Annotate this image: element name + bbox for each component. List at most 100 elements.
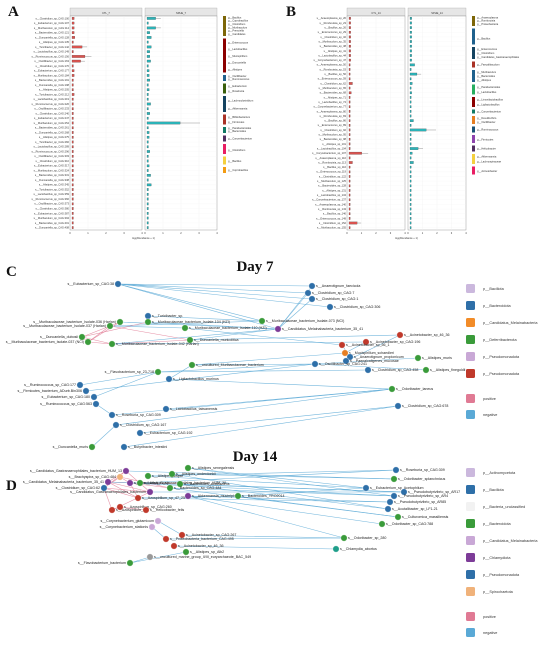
ctl-box — [348, 147, 351, 150]
negative-edge — [147, 321, 279, 330]
node-label: s__Acutalibacter_sp_LF1-21 — [392, 507, 438, 511]
negative-edge — [139, 469, 397, 484]
legend-label: g__Muribaculum — [477, 70, 496, 74]
row-label: s__Bacteroides_sp_CAG:401 — [35, 221, 70, 225]
node-label: s__Muribaculaceae_bacterium_Isolate-042 … — [116, 342, 199, 346]
panel-letter-d: D — [6, 478, 17, 494]
row-label: s__Lactobacillus_sp_CAG:289 — [34, 145, 70, 149]
node-label: s__Culturomica_massiliensis — [402, 515, 449, 519]
negative-edge — [157, 363, 316, 373]
legend-label: g__Enterococcus — [228, 40, 249, 44]
node-label: s__Candidatus_Melainabacteria_bacterium_… — [282, 327, 363, 331]
ctl-box — [348, 58, 351, 62]
node-label: s__Odoribacter_splanchnicus — [398, 477, 446, 481]
sphe-box — [146, 36, 152, 39]
negative-edge — [123, 405, 399, 448]
sphe-box — [146, 154, 149, 158]
row-label: s__Bacteroides_sp_38 — [320, 44, 347, 48]
network-node — [258, 317, 266, 325]
network-node — [90, 393, 98, 401]
sphe-box — [146, 74, 150, 77]
legend-label: g__Corynebacterium — [477, 109, 501, 113]
sphe-box — [409, 133, 412, 136]
node-label: s__Acinetobacter_sp_46_36 — [404, 333, 450, 337]
network-node — [76, 381, 84, 389]
negative-edge — [147, 475, 367, 489]
network-node — [392, 466, 400, 474]
network-node — [144, 472, 152, 480]
node-label: s__Muribaculaceae_bacterium_Isolate-073 … — [266, 319, 344, 323]
sphe-box — [146, 178, 149, 182]
node-label: s__Corynebacterium_stationis — [100, 525, 149, 529]
network-node — [176, 480, 184, 488]
row-label: s__Duncaniella_sp_CAG:198 — [35, 83, 70, 87]
row-label: s__Muribaculum_sp_CAG:114 — [34, 26, 70, 30]
row-label: s__Duncaniella_sp_CAG:408 — [35, 226, 70, 230]
node-label: s__Odoribacter_laneus — [396, 387, 433, 391]
node-label: s__Brachyspira_sp_CAG:484 — [69, 475, 116, 479]
legend-label: g__Candidatus — [228, 32, 246, 36]
positive-edge — [119, 506, 147, 511]
row-label: s__Romboutsia_sp_113 — [318, 160, 346, 164]
network-node — [188, 361, 196, 369]
ctl-box — [348, 189, 351, 192]
sphe-box — [409, 68, 412, 71]
network-node — [166, 484, 174, 492]
network-node — [146, 553, 154, 561]
node-label: s__Muribaculaceae_bacterium_Isolate-104 … — [152, 320, 230, 324]
ctl-box — [71, 40, 74, 44]
sphe-box — [409, 128, 427, 132]
node-label: s__Pseudobutyrivibrio_sp_AR4 — [398, 494, 448, 498]
network-node — [181, 324, 189, 332]
legend-label: p__Bacteroidota — [483, 304, 512, 308]
negative-edge — [168, 378, 393, 390]
sphe-box — [146, 207, 149, 210]
sphe-box — [409, 40, 412, 43]
legend-label: g__Lachnospiraceae — [477, 160, 502, 164]
network-node — [388, 385, 396, 393]
row-label: s__Enterococcus_sp_29 — [318, 30, 347, 34]
negative-edge — [314, 363, 427, 371]
network-node — [126, 479, 134, 487]
negative-edge — [344, 341, 367, 354]
sphe-box — [409, 114, 412, 118]
negative-edge — [181, 534, 345, 539]
row-label: s__Clostridium_sp_152 — [319, 221, 347, 225]
ctl-box — [348, 17, 351, 20]
negative-edge — [345, 334, 401, 362]
legend-label: g__Mucispirillum — [228, 54, 247, 58]
ctl-box — [348, 54, 351, 57]
sphe-box — [409, 124, 412, 127]
sphe-box — [146, 97, 149, 101]
legend-swatch — [466, 570, 475, 579]
sphe-box — [409, 137, 412, 141]
node-label: s__Alistipes_dispar — [152, 474, 184, 478]
negative-edge — [117, 283, 313, 300]
node-label: s__Azospirillum_sp. — [116, 508, 148, 512]
negative-edge — [187, 495, 391, 503]
row-label: s__Bacteroides_sp_CAG:121 — [35, 31, 70, 35]
negative-edge — [111, 328, 279, 345]
node-label: s__Odoribacter_sp_280 — [348, 536, 386, 540]
sphe-box — [146, 164, 150, 168]
sphe-box — [409, 91, 412, 95]
panel-a-boxplot: CTL_7 SPHE_7s__Clostridium_sp_CAG:100s__E… — [32, 7, 253, 240]
x-tick-label: 1 — [87, 231, 89, 235]
ctl-box — [348, 151, 362, 155]
row-label: s__Bacillus_sp_116 — [323, 165, 346, 169]
ctl-box — [348, 124, 351, 127]
legend-label: g__Corynebacterium — [228, 137, 252, 141]
legend-swatch — [466, 519, 475, 528]
node-label: s__Duncaniella_muricolitica — [194, 338, 239, 342]
sphe-box — [409, 21, 412, 25]
row-label: s__Enterococcus_sp_89 — [318, 123, 347, 127]
network-node — [308, 282, 316, 290]
legend-swatch — [223, 114, 226, 125]
row-label: s__Ruminococcus_sp_CAG:226 — [32, 102, 70, 106]
network-node — [108, 506, 116, 514]
sphe-box — [409, 86, 412, 90]
network-node — [184, 464, 192, 472]
ctl-box — [71, 150, 74, 153]
legend-swatch — [472, 145, 475, 152]
node-label: s__Chlamydia_abortus — [340, 547, 377, 551]
